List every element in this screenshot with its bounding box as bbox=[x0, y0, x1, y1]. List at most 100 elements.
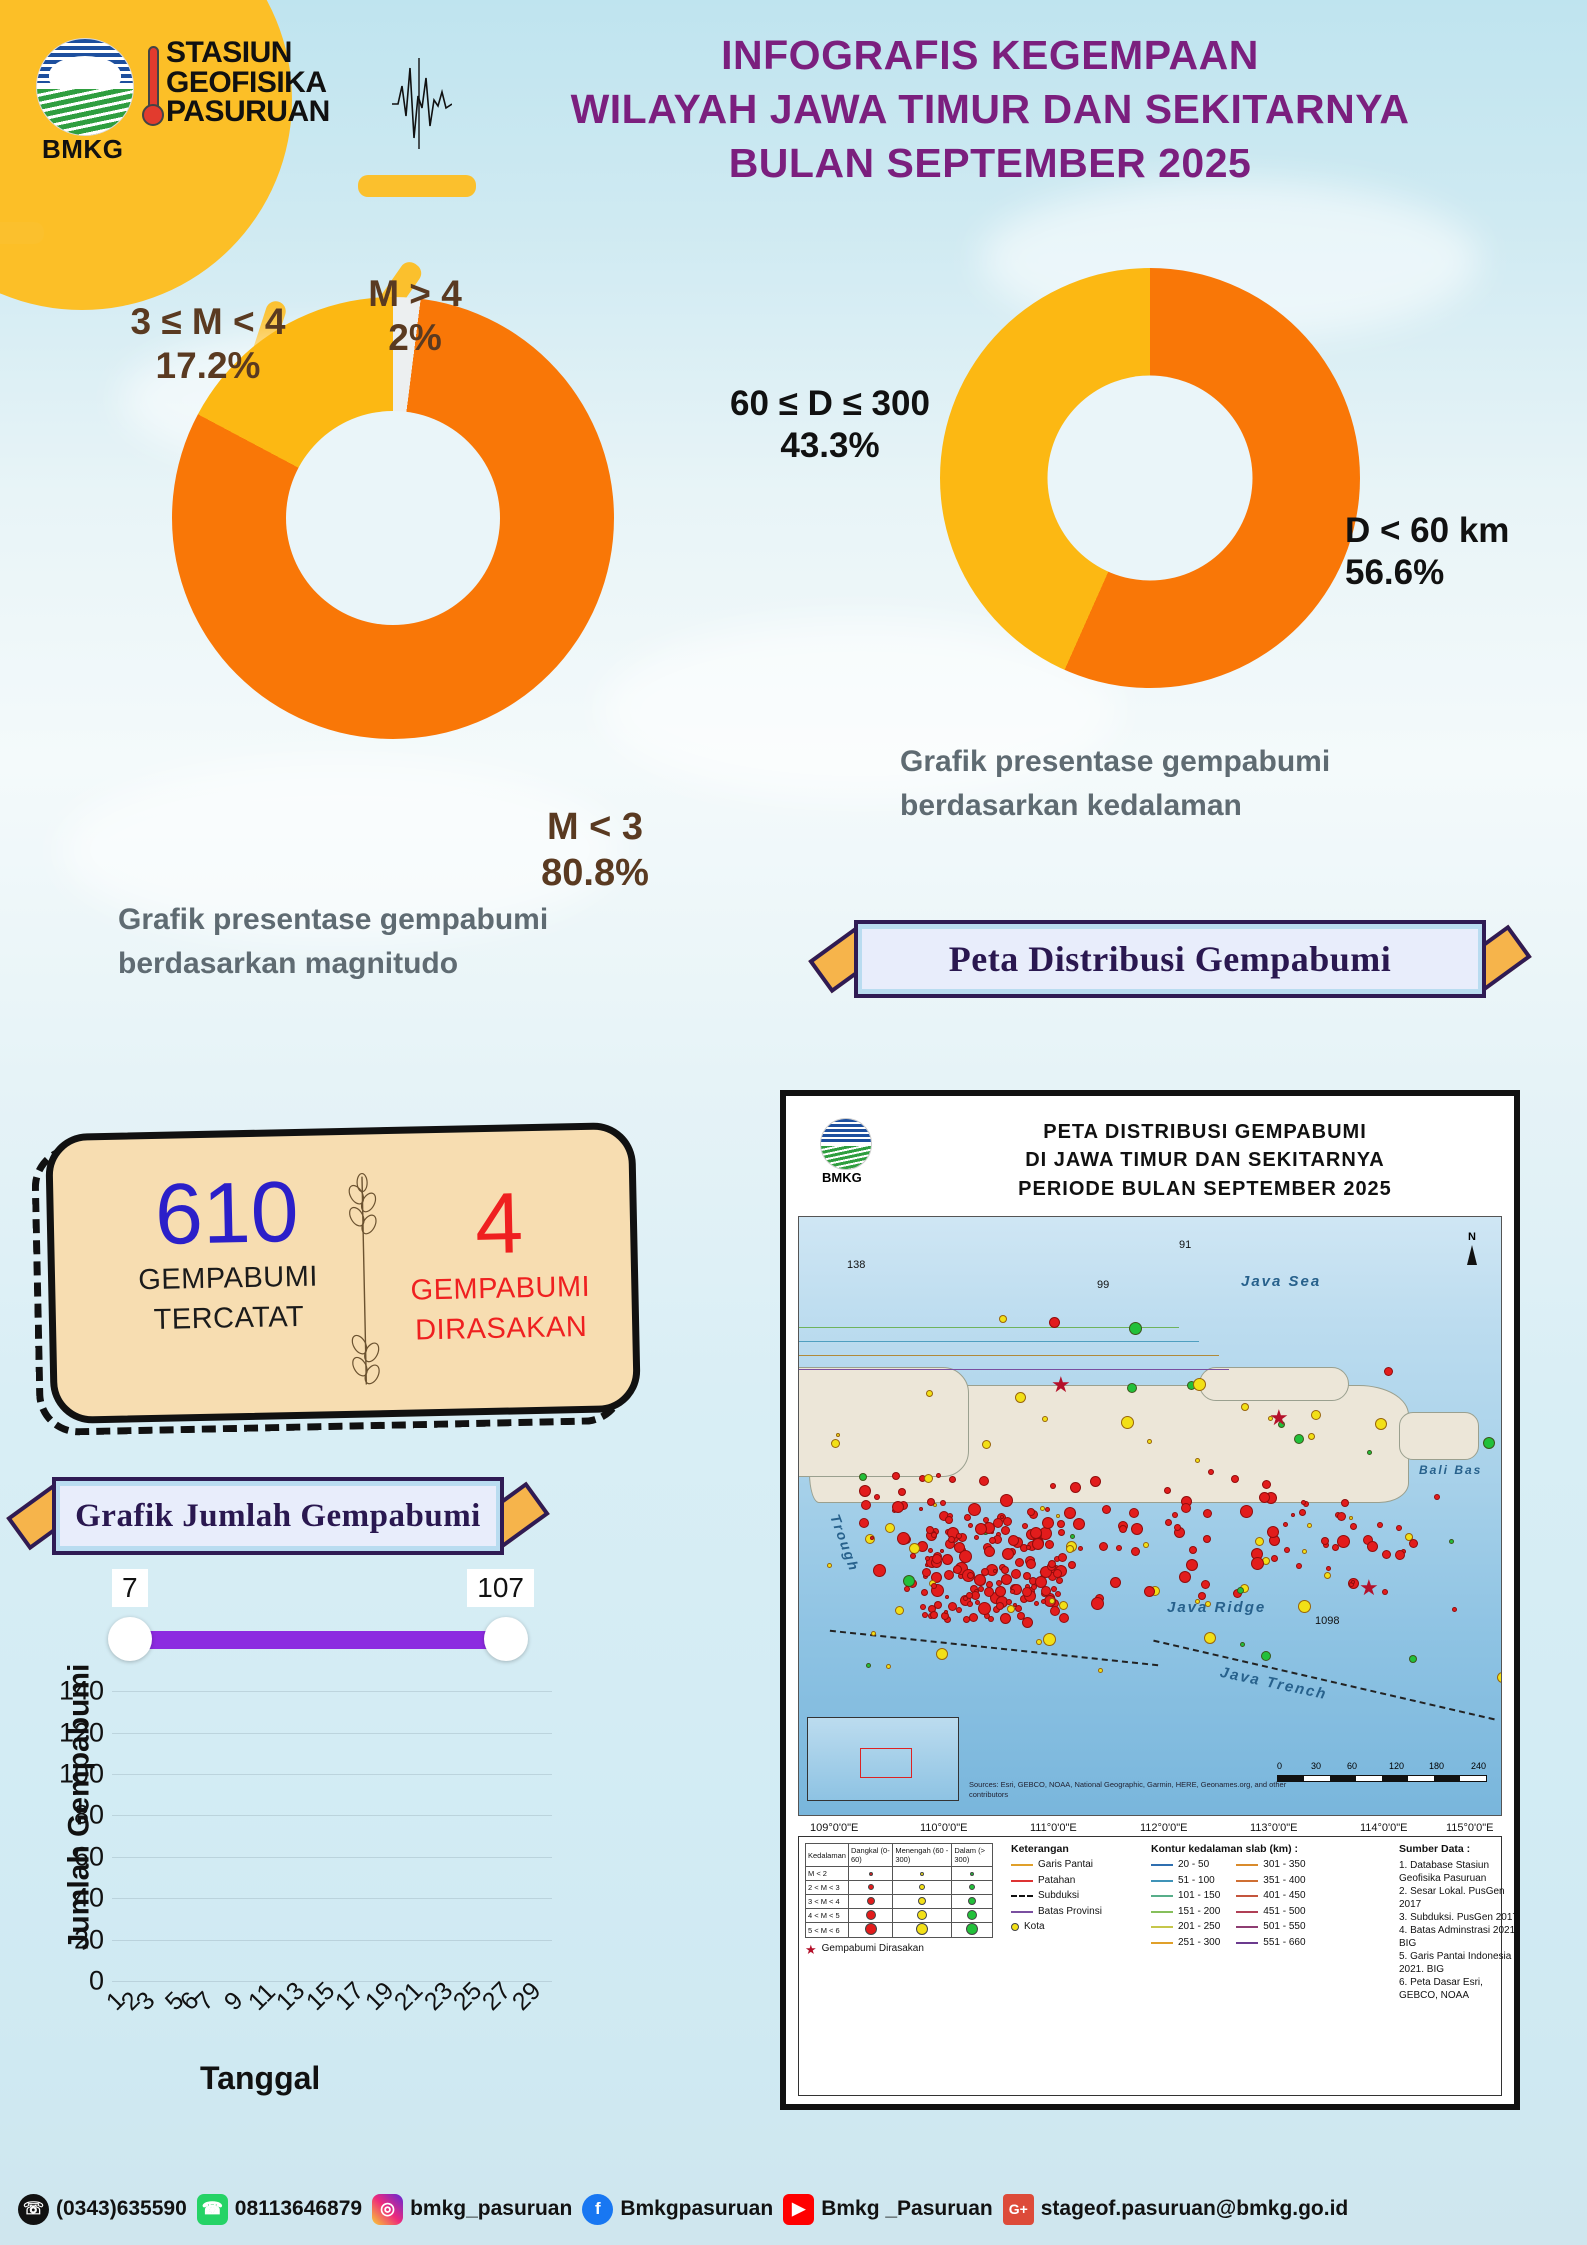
epicenter-dot bbox=[1433, 1493, 1440, 1500]
epicenter-dot bbox=[1008, 1534, 1020, 1546]
map-bmkg-label: BMKG bbox=[822, 1170, 862, 1185]
chart-x-tick: 27 bbox=[477, 1976, 517, 2017]
sea-label-bali-basin: Bali Bas bbox=[1419, 1463, 1483, 1477]
epicenter-dot bbox=[999, 1493, 1013, 1507]
epicenter-dot bbox=[897, 1532, 911, 1546]
contact-instagram[interactable]: ◎ bmkg_pasuruan bbox=[372, 2193, 572, 2225]
chart-gridline: 140 bbox=[59, 1676, 552, 1706]
madura-island-landmass bbox=[1199, 1367, 1349, 1401]
whatsapp-icon: ☎ bbox=[196, 2193, 228, 2225]
epicenter-dot bbox=[936, 1472, 942, 1478]
legend-sources-header: Sumber Data : bbox=[1399, 1843, 1471, 1855]
felt-label-2: DIRASAKAN bbox=[414, 1310, 588, 1347]
epicenter-dot bbox=[1239, 1504, 1253, 1518]
epicenter-dot bbox=[884, 1522, 895, 1533]
epicenter-dot bbox=[1497, 1671, 1501, 1683]
epicenter-dot bbox=[1016, 1611, 1025, 1620]
western-java-landmass bbox=[799, 1367, 969, 1477]
epicenter-dot bbox=[1340, 1498, 1349, 1507]
map-scale-bar: 0 30 60 120 180 240 bbox=[1277, 1761, 1487, 1791]
epicenter-dot bbox=[933, 1601, 942, 1610]
map-axis-x-label: 109°0'0"E bbox=[810, 1822, 859, 1834]
contact-youtube[interactable]: ▶ Bmkg _Pasuruan bbox=[783, 2193, 993, 2225]
epicenter-dot bbox=[870, 1535, 875, 1540]
epicenter-dot bbox=[1010, 1589, 1016, 1595]
epicenter-dot bbox=[874, 1493, 881, 1500]
contact-phone[interactable]: ☏ (0343)635590 bbox=[18, 2193, 187, 2225]
contact-facebook[interactable]: f Bmkgpasuruan bbox=[582, 2193, 773, 2225]
epicenter-dot bbox=[1259, 1491, 1271, 1503]
chart-x-tick: 7 bbox=[189, 1986, 220, 2017]
title-line-2: WILAYAH JAWA TIMUR DAN SEKITARNYA bbox=[570, 86, 1410, 133]
sea-label-java-trench: Java Trench bbox=[1218, 1663, 1329, 1704]
epicenter-dot bbox=[926, 1497, 935, 1506]
epicenter-dot bbox=[1298, 1509, 1306, 1517]
magnitude-label-3-to-4: 3 ≤ M < 4 17.2% bbox=[130, 301, 286, 387]
epicenter-dot bbox=[920, 1588, 928, 1596]
epicenter-dot bbox=[1051, 1586, 1058, 1593]
instagram-icon: ◎ bbox=[372, 2193, 404, 2225]
epicenter-dot bbox=[1049, 1597, 1056, 1604]
epicenter-dot bbox=[1267, 1415, 1273, 1421]
banner-chart-text: Grafik Jumlah Gempabumi bbox=[75, 1497, 481, 1534]
epicenter-dot bbox=[894, 1606, 904, 1616]
felt-count: 4 bbox=[474, 1175, 524, 1273]
epicenter-dot bbox=[1015, 1392, 1027, 1404]
epicenter-dot bbox=[948, 1602, 958, 1612]
slider-track[interactable] bbox=[130, 1631, 506, 1649]
title-line-1: INFOGRAFIS KEGEMPAAN bbox=[721, 32, 1259, 78]
wheat-divider-icon bbox=[348, 1172, 380, 1385]
epicenter-dot bbox=[1377, 1522, 1384, 1529]
slab-contour-line bbox=[799, 1355, 1219, 1356]
epicenter-dot bbox=[1295, 1562, 1302, 1569]
map-header: BMKG PETA DISTRIBUSI GEMPABUMI DI JAWA T… bbox=[786, 1096, 1514, 1214]
epicenter-dot bbox=[1325, 1565, 1331, 1571]
contact-whatsapp[interactable]: ☎ 08113646879 bbox=[196, 2193, 362, 2225]
epicenter-dot bbox=[1006, 1598, 1013, 1605]
epicenter-dot bbox=[1041, 1415, 1048, 1422]
epicenter-dot bbox=[1025, 1545, 1031, 1551]
epicenter-dot bbox=[1204, 1631, 1217, 1644]
epicenter-dot bbox=[1049, 1317, 1060, 1328]
epicenter-dot bbox=[1277, 1420, 1285, 1428]
epicenter-dot bbox=[870, 1631, 876, 1636]
epicenter-dot bbox=[1022, 1586, 1033, 1597]
epicenter-dot bbox=[1200, 1579, 1210, 1589]
slab-contour-line bbox=[799, 1369, 1229, 1370]
chart-bars bbox=[112, 1682, 552, 1982]
contact-email[interactable]: G+ stageof.pasuruan@bmkg.go.id bbox=[1002, 2193, 1348, 2225]
epicenter-dot bbox=[1098, 1668, 1104, 1674]
epicenter-dot bbox=[1366, 1449, 1372, 1455]
epicenter-dot bbox=[999, 1315, 1007, 1323]
epicenter-dot bbox=[1164, 1519, 1172, 1527]
map-axis-x-label: 111°0'0"E bbox=[1030, 1822, 1077, 1834]
epicenter-dot bbox=[942, 1554, 954, 1566]
chart-gridline: 40 bbox=[74, 1883, 552, 1913]
epicenter-dot bbox=[975, 1523, 988, 1536]
epicenter-dot bbox=[1072, 1518, 1085, 1531]
map-canvas[interactable]: Java Sea Java Ridge Java Trench Bali Bas… bbox=[798, 1216, 1502, 1816]
epicenter-dot bbox=[994, 1586, 1006, 1598]
felt-earthquake-star-icon: ★ bbox=[805, 1942, 817, 1957]
epicenter-dot bbox=[1059, 1600, 1069, 1610]
slider-knob-left[interactable] bbox=[108, 1617, 152, 1661]
epicenter-dot bbox=[1049, 1483, 1056, 1490]
epicenter-dot bbox=[859, 1484, 872, 1497]
epicenter-dot bbox=[1131, 1547, 1141, 1557]
chart-y-tick: 60 bbox=[73, 1841, 104, 1872]
epicenter-dot bbox=[1293, 1433, 1304, 1444]
epicenter-dot bbox=[1350, 1523, 1358, 1531]
epicenter-dot bbox=[1042, 1516, 1055, 1529]
epicenter-dot bbox=[1045, 1507, 1051, 1513]
range-slider[interactable]: 7 107 bbox=[108, 1569, 534, 1661]
epicenter-dot bbox=[981, 1568, 990, 1577]
chart-y-tick: 20 bbox=[73, 1924, 104, 1955]
slider-knob-right[interactable] bbox=[484, 1617, 528, 1661]
slab-contour-line bbox=[799, 1327, 1179, 1328]
epicenter-dot bbox=[1001, 1525, 1011, 1535]
cloud-decoration bbox=[60, 760, 620, 940]
page-title: INFOGRAFIS KEGEMPAAN WILAYAH JAWA TIMUR … bbox=[430, 28, 1550, 190]
epicenter-dot bbox=[992, 1517, 1003, 1528]
chart-x-axis-label: Tanggal bbox=[200, 2060, 321, 2096]
